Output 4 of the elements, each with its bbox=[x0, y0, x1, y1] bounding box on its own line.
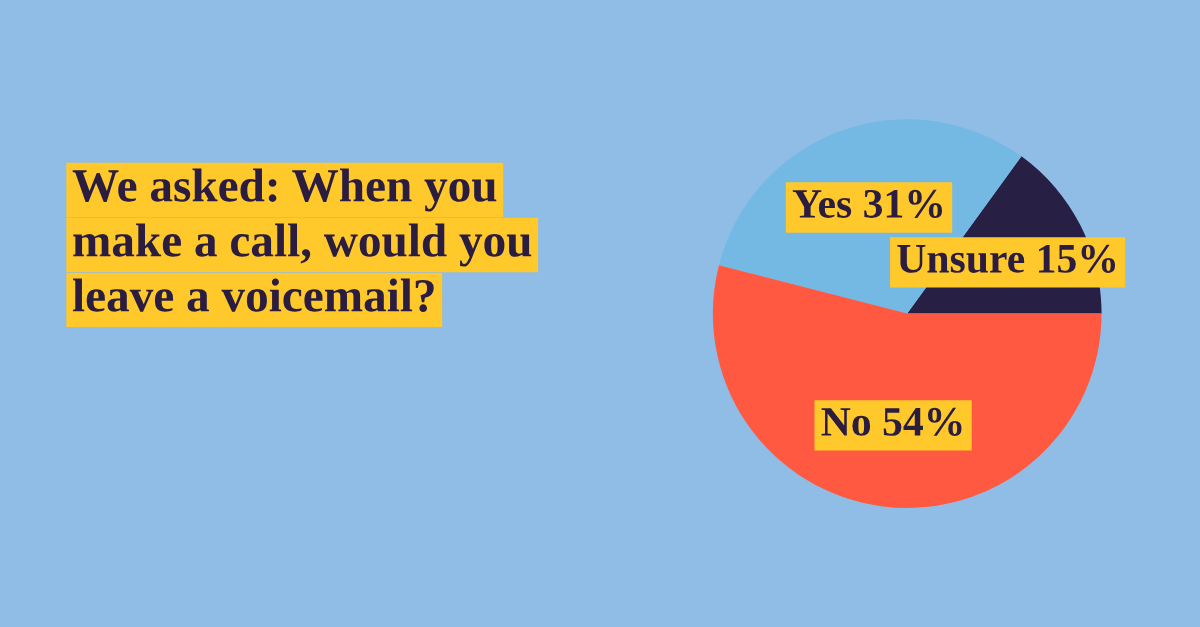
text: We asked: When you make a call, would you leave a voicemail? bbox=[72, 168, 532, 313]
slice-label: Unsure 15% bbox=[897, 244, 1116, 273]
slice-label: No 54% bbox=[821, 407, 962, 436]
slice-label: Yes 31% bbox=[792, 189, 943, 219]
